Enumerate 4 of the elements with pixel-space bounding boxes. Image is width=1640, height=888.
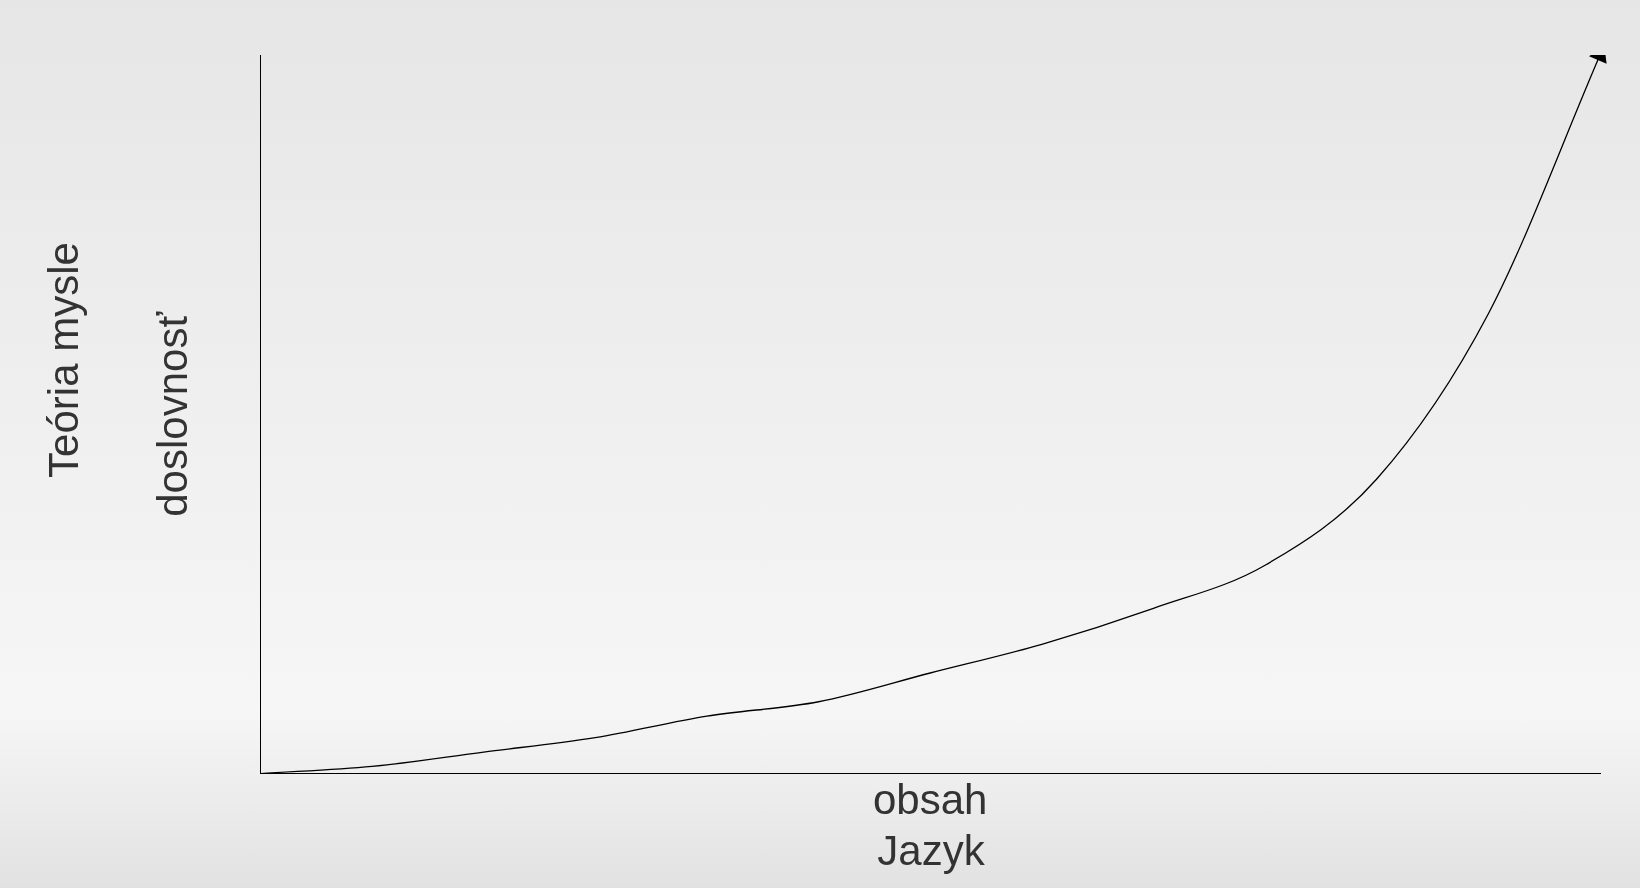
text: Jazyk <box>876 827 986 874</box>
x-axis-title: obsah <box>872 776 988 824</box>
y-axis-title: doslovnosť <box>148 310 196 517</box>
text: Teória mysle <box>40 241 87 480</box>
